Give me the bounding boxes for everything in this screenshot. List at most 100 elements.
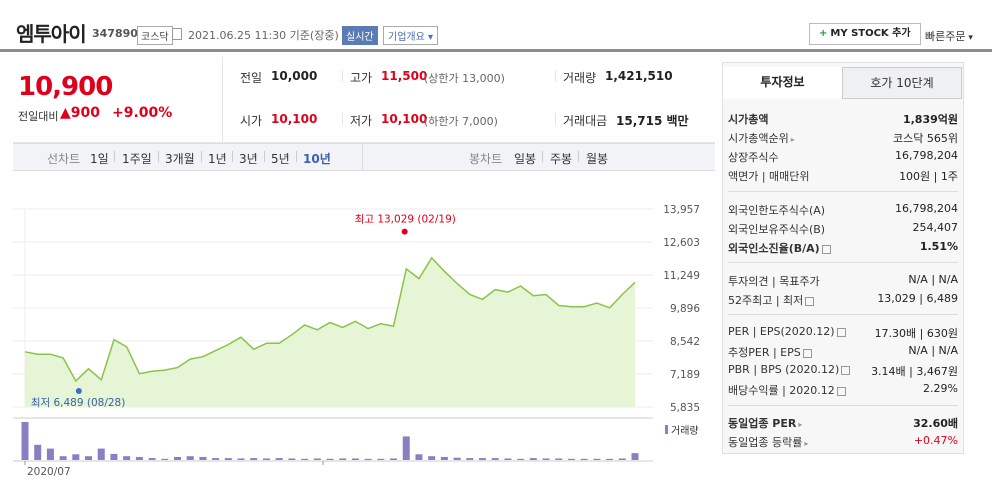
- volume-bar: [631, 453, 639, 460]
- period-10y[interactable]: 10년: [303, 152, 331, 166]
- help-icon[interactable]: [802, 348, 812, 358]
- price-change: ▲900: [60, 105, 100, 121]
- stock-code: 347890: [92, 27, 138, 40]
- divider: [362, 143, 363, 171]
- volume-bar: [364, 458, 372, 460]
- realtime-button[interactable]: 실시간: [342, 26, 378, 45]
- period-3y[interactable]: 3년: [239, 152, 258, 166]
- foreign-ratio-text: 외국인소진율(B/A): [728, 242, 820, 255]
- sector-change-text: 동일업종 등락률: [728, 436, 803, 449]
- period-1y[interactable]: 1년: [208, 152, 227, 166]
- divider: [158, 151, 159, 162]
- volume-bar: [542, 458, 550, 460]
- foreign-holding-label: 외국인보유주식수(B): [728, 223, 826, 236]
- sector-change-label[interactable]: 동일업종 등락률 ▸: [728, 434, 808, 450]
- market-cap-rank-label[interactable]: 시가총액순위 ▸: [728, 130, 795, 146]
- divider: [555, 113, 556, 125]
- up-triangle-icon: ▲: [60, 105, 71, 121]
- y-axis-ticks: 13,957 12,603 11,249 9,896 8,542 7,189 5,835: [663, 204, 700, 414]
- divider: [222, 57, 223, 143]
- company-overview-button[interactable]: 기업개요 ▾: [383, 26, 439, 45]
- lower-limit: (하한가 7,000): [424, 115, 498, 128]
- sector-change-value: +0.47%: [913, 434, 958, 447]
- help-icon[interactable]: [836, 386, 846, 396]
- help-icon[interactable]: [836, 327, 846, 337]
- est-per-text: 추정PER | EPS: [728, 346, 801, 359]
- y-tick-label: 8,542: [670, 336, 700, 348]
- market-cap-number: 1,839억원: [902, 113, 958, 126]
- price-line: [24, 256, 636, 383]
- low-value: 10,100: [381, 112, 428, 126]
- volume-bar: [593, 458, 601, 460]
- chevron-down-icon: ▾: [965, 33, 973, 43]
- help-icon[interactable]: [821, 244, 831, 254]
- market-cap-label: 시가총액: [728, 113, 769, 126]
- week52-value: 13,029 | 6,489: [877, 292, 958, 305]
- foreign-limit-value: 16,798,204: [895, 202, 958, 215]
- low-annotation: 최저 6,489 (08/28): [31, 397, 126, 409]
- volume-bar: [580, 458, 588, 460]
- volume-bar: [326, 458, 334, 460]
- volume-bar: [390, 458, 398, 460]
- candle-weekly[interactable]: 주봉: [550, 152, 573, 166]
- trade-amount-value: 15,715 백만: [616, 114, 689, 128]
- mystock-label: MY STOCK 추가: [830, 28, 911, 39]
- divider: [201, 151, 202, 162]
- foreign-holding-value: 254,407: [912, 221, 959, 234]
- per-eps-label: PER | EPS(2020.12): [728, 325, 846, 338]
- help-icon[interactable]: [841, 365, 851, 375]
- sector-per-label[interactable]: 동일업종 PER ▸: [728, 415, 802, 431]
- y-tick-label: 7,189: [670, 369, 700, 381]
- y-tick-label: 12,603: [663, 237, 700, 249]
- price-area: [25, 257, 635, 407]
- volume-bar: [275, 458, 283, 460]
- est-per-value: N/A | N/A: [908, 344, 958, 357]
- info-panel: [722, 62, 964, 454]
- volume-bar: [224, 458, 232, 460]
- volume-bar: [123, 456, 131, 460]
- listed-shares-value: 16,798,204: [895, 149, 958, 162]
- price-chart[interactable]: 13,957 12,603 11,249 9,896 8,542 7,189 5,835 최…: [13, 172, 715, 490]
- tab-quote-10[interactable]: 호가 10단계: [842, 67, 962, 99]
- divider: [728, 191, 958, 192]
- page-header: [0, 0, 992, 52]
- upper-limit: (상한가 13,000): [424, 72, 505, 85]
- volume-legend: 거래량: [671, 425, 699, 437]
- volume-bar: [174, 456, 181, 460]
- trade-amount-label: 거래대금: [563, 114, 608, 128]
- volume-bar: [161, 458, 169, 460]
- current-price: 10,900: [18, 72, 113, 102]
- candle-monthly[interactable]: 월봉: [586, 152, 609, 166]
- par-value-label: 액면가 | 매매단위: [728, 170, 810, 183]
- stock-name: 엠투아이: [16, 22, 87, 46]
- volume-label: 거래량: [563, 71, 597, 85]
- period-3m[interactable]: 3개월: [165, 152, 195, 166]
- volume-value: 1,421,510: [605, 69, 673, 83]
- candle-daily[interactable]: 일봉: [514, 152, 537, 166]
- volume-bar: [606, 458, 614, 460]
- period-1d[interactable]: 1일: [90, 152, 109, 166]
- period-5y[interactable]: 5년: [271, 152, 290, 166]
- divider: [728, 262, 958, 263]
- divider: [296, 151, 297, 162]
- sector-per-text: 동일업종 PER: [728, 417, 797, 430]
- dividend-text: 배당수익률 | 2020.12: [728, 384, 835, 397]
- tab-investment-info[interactable]: 투자정보: [723, 67, 842, 99]
- volume-bar: [466, 458, 474, 460]
- quick-order-button[interactable]: 빠른주문 ▾: [925, 28, 973, 44]
- volume-bar: [262, 458, 270, 460]
- company-overview-label: 기업개요: [388, 32, 425, 43]
- week52-text: 52주최고 | 최저: [728, 294, 804, 307]
- divider: [728, 314, 958, 315]
- volume-bar: [377, 458, 385, 460]
- help-icon[interactable]: [805, 296, 815, 306]
- per-eps-value: 17.30배 | 630원: [874, 327, 958, 340]
- mystock-add-button[interactable]: + MY STOCK 추가: [809, 23, 921, 45]
- open-value: 10,100: [271, 112, 318, 126]
- divider: [578, 151, 579, 162]
- par-value-value: 100원 | 1주: [899, 170, 958, 183]
- line-chart-label: 선차트: [47, 152, 81, 166]
- volume-bar: [135, 456, 143, 460]
- period-1w[interactable]: 1주일: [122, 152, 152, 166]
- plus-icon: +: [819, 28, 828, 39]
